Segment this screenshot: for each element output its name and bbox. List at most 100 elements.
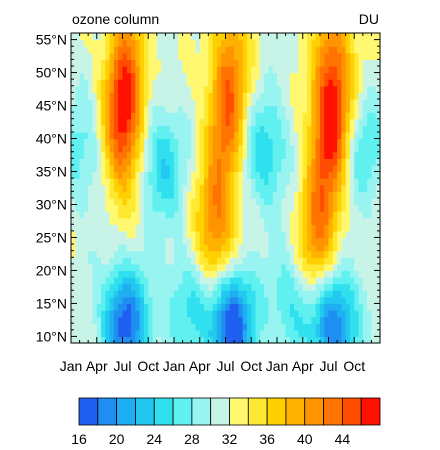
heatmap-cell bbox=[298, 296, 304, 305]
heatmap-cell bbox=[195, 277, 201, 285]
heatmap-cell bbox=[152, 118, 158, 126]
heatmap-cell bbox=[234, 33, 239, 41]
y-tick-label: 15°N bbox=[36, 295, 67, 311]
heatmap-cell bbox=[169, 250, 175, 258]
heatmap-cell bbox=[105, 79, 111, 87]
heatmap-cell bbox=[289, 197, 295, 206]
heatmap-cell bbox=[105, 329, 111, 338]
heatmap-cell bbox=[234, 277, 239, 285]
heatmap-cell bbox=[362, 250, 368, 258]
heatmap-cell bbox=[272, 158, 278, 166]
heatmap-cell bbox=[294, 105, 300, 113]
heatmap-cell bbox=[367, 85, 373, 93]
heatmap-cell bbox=[148, 263, 154, 272]
heatmap-cell bbox=[75, 329, 81, 338]
heatmap-cell bbox=[324, 72, 330, 80]
heatmap-cell bbox=[337, 290, 342, 298]
heatmap-cell bbox=[251, 250, 257, 258]
heatmap-cell bbox=[101, 303, 106, 311]
heatmap-cell bbox=[195, 46, 201, 54]
heatmap-cell bbox=[341, 145, 347, 153]
heatmap-cell bbox=[242, 145, 248, 153]
heatmap-cell bbox=[264, 244, 270, 252]
heatmap-cell bbox=[71, 323, 76, 331]
heatmap-cell bbox=[212, 79, 218, 87]
heatmap-cell bbox=[302, 257, 308, 265]
heatmap-cell bbox=[204, 323, 209, 331]
heatmap-cell bbox=[182, 296, 188, 305]
heatmap-cell bbox=[371, 59, 377, 67]
heatmap-cell bbox=[165, 323, 171, 331]
heatmap-cell bbox=[96, 244, 102, 252]
heatmap-cell bbox=[122, 217, 128, 225]
heatmap-cell bbox=[272, 257, 278, 265]
heatmap-cell bbox=[367, 125, 373, 133]
heatmap-cell bbox=[152, 217, 158, 225]
heatmap-cell bbox=[71, 164, 76, 173]
heatmap-cell bbox=[324, 164, 330, 173]
heatmap-cell bbox=[79, 125, 85, 133]
heatmap-cell bbox=[238, 191, 244, 199]
heatmap-cell bbox=[199, 52, 205, 60]
heatmap-cell bbox=[204, 72, 209, 80]
heatmap-cell bbox=[268, 118, 274, 126]
heatmap-cell bbox=[225, 283, 231, 291]
heatmap-cell bbox=[139, 283, 145, 291]
heatmap-cell bbox=[204, 303, 209, 311]
heatmap-cell bbox=[332, 164, 338, 173]
heatmap-cell bbox=[221, 118, 227, 126]
heatmap-cell bbox=[315, 270, 321, 278]
heatmap-cell bbox=[212, 336, 218, 344]
heatmap-cell bbox=[319, 296, 325, 305]
heatmap-cell bbox=[186, 211, 192, 219]
heatmap-cell bbox=[255, 296, 261, 305]
heatmap-cell bbox=[182, 230, 188, 239]
heatmap-cell bbox=[161, 184, 167, 192]
heatmap-cell bbox=[341, 263, 347, 272]
heatmap-cell bbox=[238, 171, 244, 179]
heatmap-cell bbox=[92, 118, 98, 126]
heatmap-cell bbox=[259, 171, 265, 179]
heatmap-cell bbox=[294, 257, 300, 265]
heatmap-cell bbox=[358, 131, 364, 140]
heatmap-cell bbox=[96, 237, 102, 245]
heatmap-cell bbox=[307, 237, 312, 245]
heatmap-cell bbox=[208, 283, 214, 291]
heatmap-cell bbox=[246, 131, 252, 140]
heatmap-cell bbox=[88, 296, 94, 305]
heatmap-cell bbox=[294, 263, 300, 272]
heatmap-cell bbox=[186, 336, 192, 344]
heatmap-cell bbox=[307, 197, 312, 206]
heatmap-cell bbox=[113, 290, 119, 298]
heatmap-cell bbox=[186, 72, 192, 80]
heatmap-cell bbox=[307, 204, 312, 212]
heatmap-cell bbox=[255, 79, 261, 87]
heatmap-cell bbox=[332, 92, 338, 100]
heatmap-cell bbox=[101, 145, 106, 153]
heatmap-cell bbox=[259, 33, 265, 41]
heatmap-cell bbox=[349, 125, 355, 133]
heatmap-cell bbox=[259, 118, 265, 126]
heatmap-cell bbox=[109, 323, 115, 331]
heatmap-cell bbox=[337, 204, 342, 212]
heatmap-cell bbox=[345, 191, 351, 199]
heatmap-cell bbox=[96, 59, 102, 67]
heatmap-cell bbox=[212, 131, 218, 140]
heatmap-cell bbox=[332, 197, 338, 206]
heatmap-cell bbox=[246, 145, 252, 153]
heatmap-cell bbox=[161, 151, 167, 159]
heatmap-cell bbox=[238, 211, 244, 219]
heatmap-cell bbox=[298, 52, 304, 60]
heatmap-cell bbox=[135, 310, 141, 318]
heatmap-cell bbox=[122, 316, 128, 324]
heatmap-cell bbox=[277, 310, 282, 318]
heatmap-cell bbox=[349, 204, 355, 212]
heatmap-cell bbox=[212, 39, 218, 47]
heatmap-cell bbox=[337, 65, 342, 74]
heatmap-cell bbox=[354, 191, 360, 199]
heatmap-cell bbox=[302, 92, 308, 100]
heatmap-cell bbox=[367, 72, 373, 80]
heatmap-cell bbox=[92, 65, 98, 74]
heatmap-cell bbox=[204, 65, 209, 74]
heatmap-cell bbox=[96, 217, 102, 225]
